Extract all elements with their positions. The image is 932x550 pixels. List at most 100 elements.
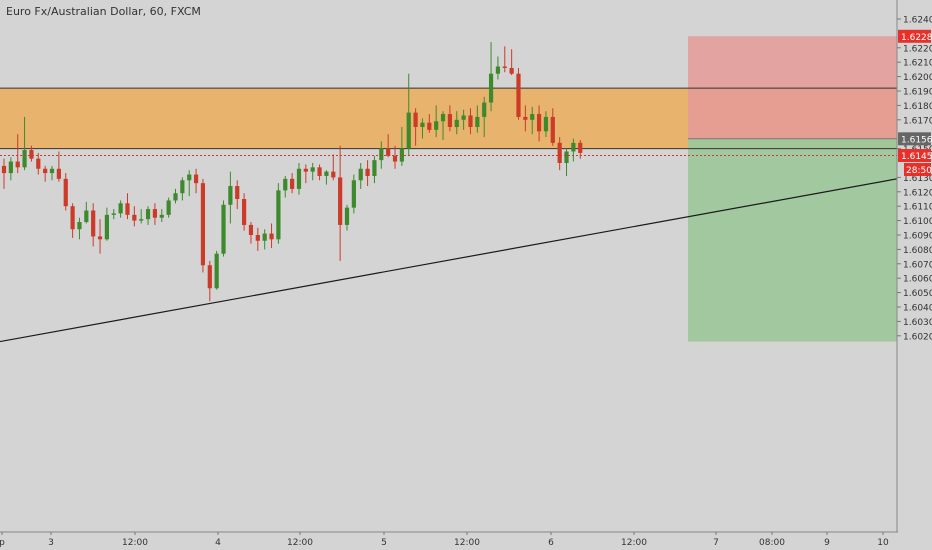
candle-body-down[interactable] — [303, 168, 308, 172]
price-axis: 1.62400 1.62200 1.62100 1.62000 1.61900 1.618… — [896, 0, 932, 532]
candle-body-down[interactable] — [255, 235, 260, 241]
candle-body-up[interactable] — [221, 204, 226, 254]
candle-body-up[interactable] — [145, 209, 151, 220]
candle-body-up[interactable] — [358, 168, 363, 181]
candle-body-down[interactable] — [63, 178, 68, 207]
candle-body-up[interactable] — [372, 160, 377, 176]
price-tick-label: 1.61900 — [903, 88, 932, 98]
price-tick-label: 1.61100 — [903, 203, 932, 213]
candle-body-up[interactable] — [434, 121, 439, 130]
candle-body-down[interactable] — [15, 161, 20, 168]
candle-body-up[interactable] — [324, 171, 329, 176]
candle-body-up[interactable] — [310, 167, 315, 172]
candle-body-down[interactable] — [290, 178, 295, 189]
candle-body-down[interactable] — [386, 148, 391, 156]
candle-body-down[interactable] — [29, 150, 34, 159]
candle-body-down[interactable] — [447, 114, 452, 127]
candle-body-up[interactable] — [379, 148, 384, 161]
target-price-badge — [898, 29, 931, 43]
candle-body-up[interactable] — [111, 213, 116, 215]
candle-body-down[interactable] — [331, 171, 336, 178]
candle-body-up[interactable] — [406, 112, 411, 149]
price-tick-label: 1.60300 — [903, 318, 932, 328]
candle-body-down[interactable] — [516, 73, 521, 117]
candle-body-up[interactable] — [228, 186, 233, 205]
candle-body-down[interactable] — [365, 168, 370, 176]
candle-body-up[interactable] — [482, 102, 487, 117]
candle-body-up[interactable] — [173, 193, 178, 201]
candle-body-up[interactable] — [49, 168, 55, 174]
candle-body-up[interactable] — [564, 151, 569, 163]
candle-body-up[interactable] — [461, 115, 466, 120]
candle-body-down[interactable] — [536, 114, 542, 132]
candle-body-up[interactable] — [166, 200, 171, 215]
candle-body-up[interactable] — [454, 119, 459, 127]
candle-body-up[interactable] — [262, 233, 267, 241]
candle-body-down[interactable] — [550, 116, 555, 143]
candle-body-down[interactable] — [317, 167, 322, 176]
candle-body-up[interactable] — [344, 207, 350, 225]
candle-body-up[interactable] — [77, 222, 82, 230]
candle-body-up[interactable] — [440, 114, 446, 122]
time-tick-label: 08:00 — [759, 538, 785, 548]
candle-body-down[interactable] — [578, 142, 583, 153]
candle-body-down[interactable] — [91, 210, 96, 237]
candle-body-up[interactable] — [139, 219, 144, 221]
candle-body-down[interactable] — [248, 224, 254, 235]
candle-body-up[interactable] — [180, 180, 185, 194]
candle-body-up[interactable] — [543, 116, 549, 132]
candle-body-down[interactable] — [125, 203, 130, 215]
candle-body-down[interactable] — [392, 155, 398, 162]
candle-body-down[interactable] — [43, 168, 48, 174]
candle-body-up[interactable] — [571, 142, 576, 152]
candle-body-up[interactable] — [84, 210, 89, 223]
candle-body-up[interactable] — [22, 150, 27, 168]
candle-body-up[interactable] — [214, 253, 219, 289]
trendline[interactable] — [0, 178, 898, 343]
take-profit-zone[interactable] — [688, 138, 897, 342]
candle-body-up[interactable] — [283, 178, 288, 191]
candle-body-down[interactable] — [468, 115, 473, 127]
candle-body-down[interactable] — [557, 142, 562, 163]
candle-body-up[interactable] — [187, 174, 192, 181]
candle-body-down[interactable] — [200, 183, 206, 266]
candle-body-up[interactable] — [495, 66, 501, 74]
candle-body-down[interactable] — [509, 67, 514, 74]
candle-body-down[interactable] — [36, 158, 41, 169]
candle-body-down[interactable] — [413, 112, 418, 127]
candle-body-up[interactable] — [475, 116, 480, 127]
candle-body-down[interactable] — [152, 209, 158, 218]
price-tick-label: 1.61200 — [903, 188, 932, 198]
candle-body-down[interactable] — [70, 206, 75, 230]
chart-title: Euro Fx/Australian Dollar, 60, FXCM — [6, 5, 201, 18]
candle-body-down[interactable] — [193, 174, 199, 184]
candle-body-down[interactable] — [97, 236, 103, 240]
candle-body-up[interactable] — [351, 180, 356, 208]
candle-body-down[interactable] — [269, 233, 274, 240]
candle-body-down[interactable] — [1, 165, 7, 174]
candle-body-down[interactable] — [132, 214, 137, 221]
candle-body-down[interactable] — [56, 168, 61, 179]
candle-body-down[interactable] — [338, 177, 343, 225]
candle-body-down[interactable] — [523, 116, 528, 120]
candle-body-up[interactable] — [104, 214, 109, 240]
candle-body-up[interactable] — [530, 114, 535, 120]
stop-loss-zone[interactable] — [688, 36, 897, 139]
time-tick-label: 9 — [824, 538, 830, 548]
candle-body-up[interactable] — [488, 73, 494, 103]
candle-body-up[interactable] — [276, 190, 281, 240]
candle-body-up[interactable] — [159, 214, 164, 218]
candle-body-up[interactable] — [420, 122, 425, 127]
candle-body-down[interactable] — [207, 265, 212, 289]
candle-body-up[interactable] — [118, 203, 123, 214]
candle-body-up[interactable] — [296, 168, 302, 189]
price-tick-label: 1.62200 — [903, 44, 932, 54]
candle-body-down[interactable] — [502, 66, 507, 68]
time-axis: p 3 12:00 4 12:00 5 12:00 6 12:00 7 08:00 9 10 — [0, 531, 898, 548]
candle-body-down[interactable] — [242, 199, 247, 225]
candle-body-up[interactable] — [8, 161, 13, 174]
candle-body-down[interactable] — [427, 122, 432, 130]
candle-body-down[interactable] — [235, 186, 240, 199]
